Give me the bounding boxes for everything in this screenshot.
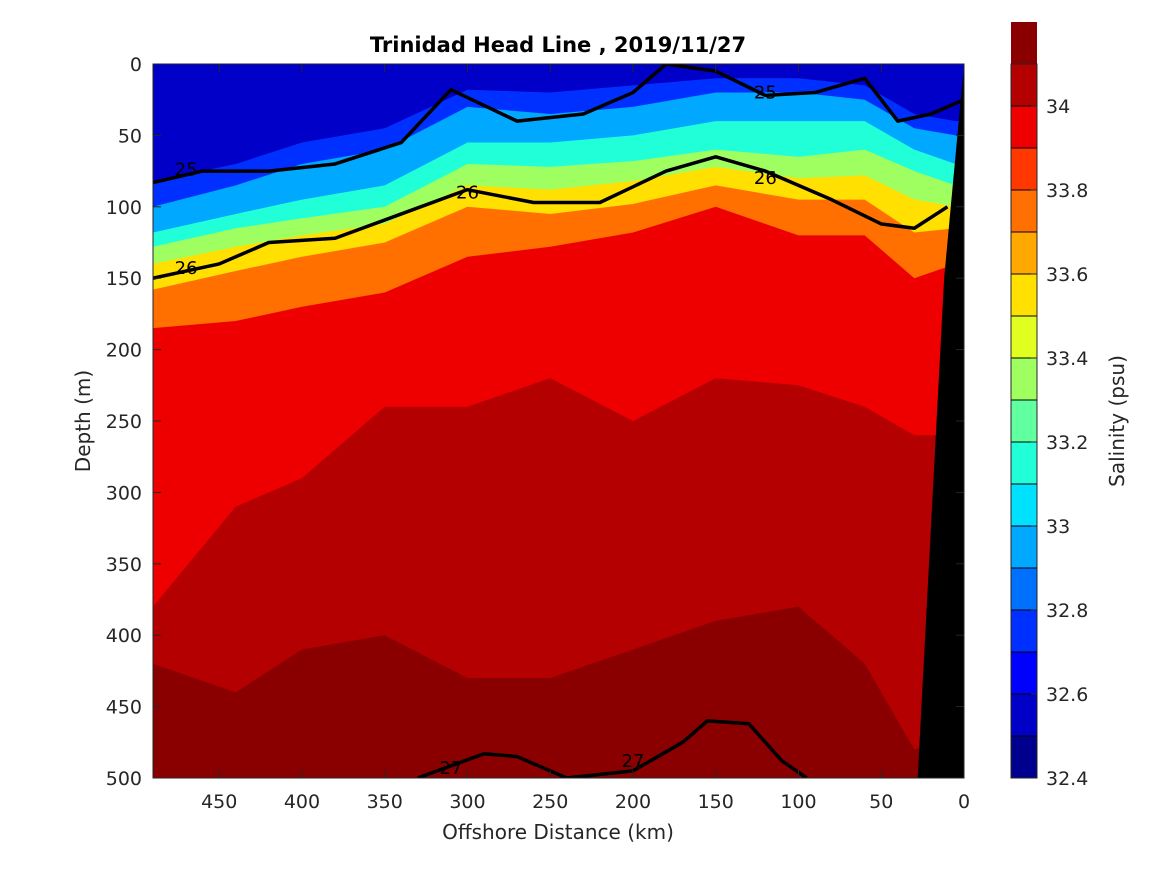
- isopycnal-label: 25: [754, 83, 777, 104]
- x-tick-label: 350: [367, 791, 403, 813]
- colorbar-tick-label: 33.6: [1046, 264, 1088, 286]
- isopycnal-25-line: [153, 64, 964, 185]
- colorbar-tick-label: 32.8: [1046, 600, 1088, 622]
- salinity-bands: [153, 64, 964, 778]
- colorbar-tick-label: 33.4: [1046, 348, 1088, 370]
- x-tick-label: 300: [449, 791, 485, 813]
- colorbar-swatch: [1011, 442, 1037, 484]
- colorbar: 34 33.8 33.6 33.4 33.2 33 32.8 32.6 32.4: [1010, 22, 1088, 790]
- colorbar-swatch: [1011, 316, 1037, 358]
- colorbar-tick-label: 32.6: [1046, 684, 1088, 706]
- x-tick-label: 50: [869, 791, 893, 813]
- x-axis-title: Offshore Distance (km): [442, 820, 674, 844]
- y-tick-label: 200: [106, 340, 142, 362]
- colorbar-tick-label: 33.2: [1046, 432, 1088, 454]
- y-axis: 0 50 100 150 200 250 300 350 400 450 500: [106, 54, 964, 790]
- isopycnal-labels: 25 25 26 26 26 27 27: [175, 83, 777, 779]
- colorbar-swatch: [1011, 190, 1037, 232]
- x-tick-label: 100: [780, 791, 816, 813]
- colorbar-swatch: [1011, 148, 1037, 190]
- y-tick-label: 250: [106, 411, 142, 433]
- x-tick-label: 400: [284, 791, 320, 813]
- isopycnal-26-line: [153, 155, 949, 280]
- colorbar-swatch: [1011, 568, 1037, 610]
- y-tick-label: 500: [106, 768, 142, 790]
- colorbar-swatch: [1011, 736, 1037, 778]
- y-tick-label: 400: [106, 625, 142, 647]
- colorbar-swatch: [1011, 484, 1037, 526]
- y-tick-label: 300: [106, 482, 142, 504]
- colorbar-swatch: [1011, 358, 1037, 400]
- colorbar-swatch: [1011, 400, 1037, 442]
- isopycnal-label: 27: [439, 758, 462, 779]
- plot-area: [153, 64, 964, 778]
- isopycnal-label: 26: [456, 183, 479, 204]
- x-tick-label: 250: [532, 791, 568, 813]
- colorbar-tick-label: 33.8: [1046, 180, 1088, 202]
- x-tick-label: 150: [698, 791, 734, 813]
- colorbar-swatch: [1011, 274, 1037, 316]
- y-tick-label: 50: [118, 125, 142, 147]
- x-tick-label: 0: [958, 791, 970, 813]
- colorbar-title: Salinity (psu): [1105, 355, 1129, 487]
- y-tick-label: 100: [106, 197, 142, 219]
- isopycnal-label: 26: [175, 258, 198, 279]
- colorbar-swatch: [1011, 610, 1037, 652]
- colorbar-swatch: [1011, 526, 1037, 568]
- isopycnal-lines: [153, 64, 964, 778]
- y-axis-title: Depth (m): [71, 370, 95, 472]
- colorbar-swatch: [1011, 106, 1037, 148]
- x-tick-label: 450: [201, 791, 237, 813]
- seafloor-mask: [917, 64, 964, 778]
- y-tick-label: 450: [106, 697, 142, 719]
- colorbar-swatch: [1011, 64, 1037, 106]
- colorbar-swatch: [1011, 22, 1037, 64]
- colorbar-swatch: [1011, 694, 1037, 736]
- isopycnal-27-line: [417, 719, 808, 778]
- chart-title: Trinidad Head Line , 2019/11/27: [370, 33, 746, 57]
- y-tick-label: 150: [106, 268, 142, 290]
- colorbar-tick-label: 32.4: [1046, 768, 1088, 790]
- isopycnal-label: 26: [754, 168, 777, 189]
- colorbar-tick-label: 33: [1046, 516, 1070, 538]
- x-axis: 450 400 350 300 250 200 150 100 50 0: [201, 64, 970, 813]
- colorbar-swatch: [1011, 232, 1037, 274]
- y-tick-label: 350: [106, 554, 142, 576]
- isopycnal-label: 27: [622, 751, 645, 772]
- colorbar-frame: [1010, 63, 1038, 779]
- colorbar-tick-label: 34: [1046, 96, 1070, 118]
- x-tick-label: 200: [615, 791, 651, 813]
- isopycnal-label: 25: [175, 160, 198, 181]
- y-tick-label: 0: [130, 54, 142, 76]
- colorbar-swatch: [1011, 652, 1037, 694]
